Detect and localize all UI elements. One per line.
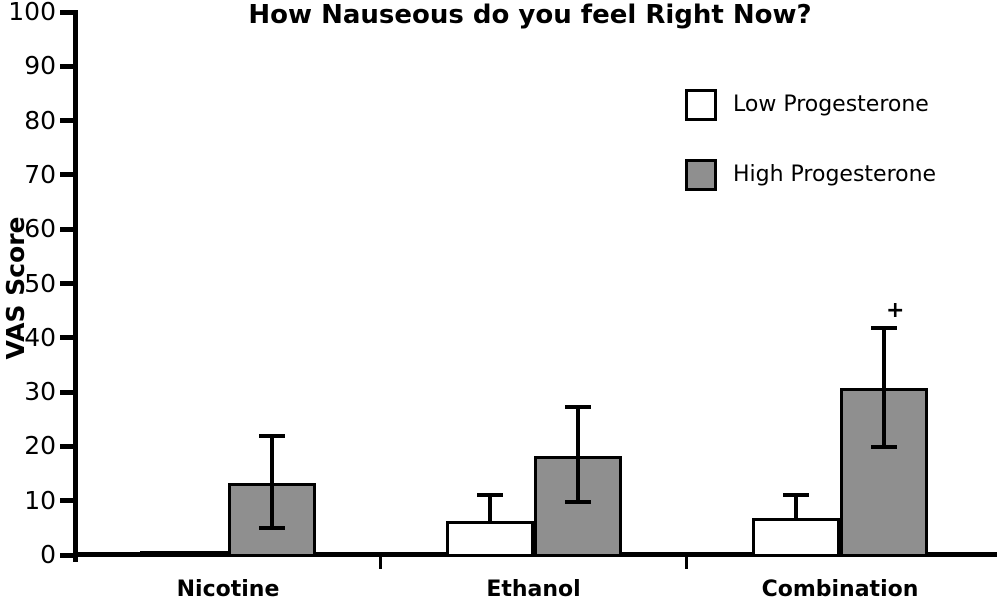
- error-cap-bottom-ethanol-high-progesterone: [564, 499, 591, 504]
- y-tick-label-90: 90: [24, 51, 56, 81]
- error-cap-bottom-nicotine-high-progesterone: [259, 525, 285, 530]
- y-tick-label-20: 20: [24, 431, 56, 461]
- error-cap-top-combination-high-progesterone: [871, 326, 897, 331]
- error-cap-bottom-combination-high-progesterone: [871, 445, 897, 450]
- y-tick-label-30: 30: [24, 377, 56, 407]
- x-axis-line: [73, 552, 997, 557]
- error-whisker-combination-high-progesterone: [882, 328, 886, 448]
- y-tick-label-100: 100: [8, 0, 56, 26]
- legend-label-low-progesterone: Low Progesterone: [733, 92, 929, 117]
- error-cap-top-combination-low-progesterone: [783, 493, 809, 498]
- y-axis-tick-0: [60, 552, 75, 558]
- significance-annotation-0: +: [886, 298, 905, 324]
- error-whisker-ethanol-high-progesterone: [575, 407, 580, 502]
- y-axis-tick-10: [60, 498, 75, 504]
- legend-swatch-high-progesterone: [685, 159, 717, 191]
- y-tick-label-70: 70: [24, 159, 56, 189]
- legend-label-high-progesterone: High Progesterone: [733, 162, 937, 187]
- error-whisker-nicotine-high-progesterone: [270, 435, 274, 528]
- bar-nicotine-low-progesterone: [140, 551, 228, 555]
- bar-ethanol-low-progesterone: [445, 520, 534, 554]
- y-tick-label-50: 50: [24, 268, 56, 298]
- y-axis-tick-20: [60, 443, 75, 449]
- y-axis-tick-70: [60, 172, 75, 178]
- y-axis-tick-30: [60, 389, 75, 395]
- category-label-nicotine: Nicotine: [176, 577, 280, 602]
- y-axis-tick-40: [60, 335, 75, 341]
- category-label-ethanol: Ethanol: [486, 577, 581, 602]
- y-axis-tick-50: [60, 281, 75, 286]
- x-axis-minor-tick-1: [379, 557, 383, 569]
- y-tick-label-60: 60: [24, 214, 56, 244]
- error-cap-top-nicotine-high-progesterone: [259, 433, 285, 438]
- y-axis-tick-80: [60, 118, 75, 124]
- error-cap-top-ethanol-high-progesterone: [564, 405, 591, 410]
- category-label-combination: Combination: [761, 577, 919, 602]
- chart-title: How Nauseous do you feel Right Now?: [248, 0, 812, 30]
- y-axis-tick-60: [60, 226, 75, 232]
- y-tick-label-80: 80: [24, 105, 56, 135]
- error-whisker-ethanol-low-progesterone: [487, 495, 492, 521]
- y-tick-label-40: 40: [24, 322, 56, 352]
- y-axis-line: [73, 10, 78, 562]
- y-tick-label-10: 10: [24, 485, 56, 515]
- x-axis-minor-tick-2: [685, 557, 689, 569]
- y-tick-label-0: 0: [40, 540, 56, 569]
- error-whisker-combination-low-progesterone: [794, 495, 798, 519]
- bar-combination-low-progesterone: [752, 518, 840, 554]
- legend-swatch-low-progesterone: [685, 89, 717, 121]
- error-cap-top-ethanol-low-progesterone: [476, 493, 503, 498]
- y-axis-tick-100: [60, 9, 75, 15]
- y-axis-tick-90: [60, 63, 75, 69]
